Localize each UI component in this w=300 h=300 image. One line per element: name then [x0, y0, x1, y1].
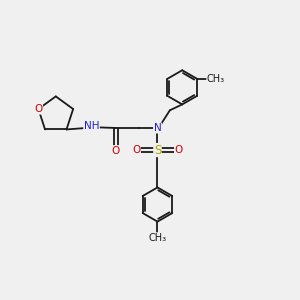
Text: O: O: [175, 145, 183, 155]
Text: O: O: [132, 145, 140, 155]
Text: S: S: [154, 143, 161, 157]
Text: O: O: [112, 146, 120, 156]
Text: O: O: [34, 104, 43, 114]
Text: NH: NH: [84, 122, 99, 131]
Text: N: N: [154, 123, 161, 133]
Text: CH₃: CH₃: [207, 74, 225, 84]
Text: CH₃: CH₃: [148, 233, 166, 243]
